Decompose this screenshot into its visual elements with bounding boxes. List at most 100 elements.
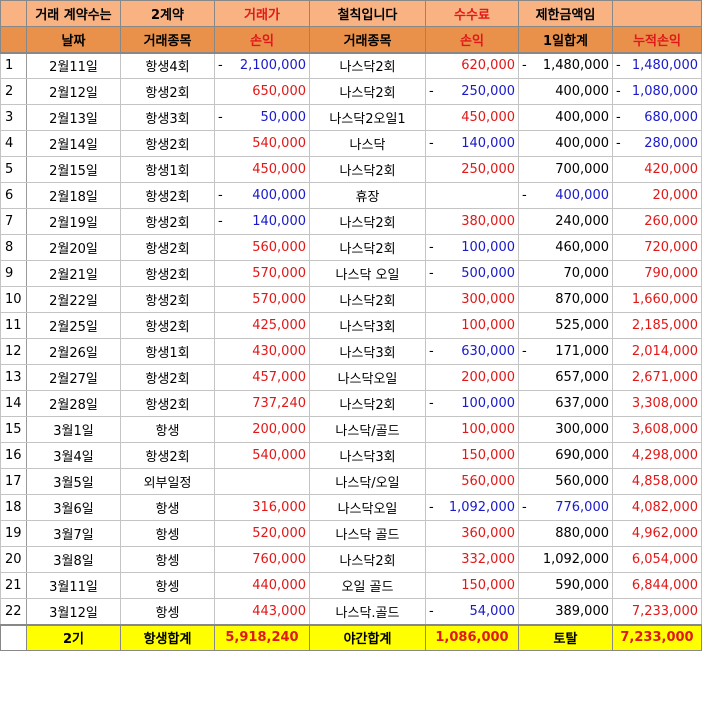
cumulative-cell[interactable]: 6,054,000 <box>612 546 702 573</box>
date-cell[interactable]: 3월6일 <box>26 494 121 521</box>
pl2-cell[interactable]: 300,000 <box>425 286 519 313</box>
daily-total-cell[interactable]: 700,000 <box>518 156 613 183</box>
date-cell[interactable]: 3월7일 <box>26 520 121 547</box>
pl2-cell[interactable]: 380,000 <box>425 208 519 235</box>
daily-total-cell[interactable]: 657,000 <box>518 364 613 391</box>
item1-cell[interactable]: 항생1회 <box>120 156 215 183</box>
date-cell[interactable]: 2월19일 <box>26 208 121 235</box>
item1-cell[interactable]: 항생2회 <box>120 390 215 417</box>
pl1-cell[interactable]: 440,000 <box>214 572 310 599</box>
header-empty[interactable] <box>612 0 702 27</box>
item1-cell[interactable]: 항셍 <box>120 546 215 573</box>
item1-cell[interactable]: 항생2회 <box>120 260 215 287</box>
date-cell[interactable]: 2월25일 <box>26 312 121 339</box>
total-grand-value[interactable]: 7,233,000 <box>612 623 702 651</box>
item1-cell[interactable]: 항생1회 <box>120 338 215 365</box>
daily-total-cell[interactable]: 880,000 <box>518 520 613 547</box>
date-cell[interactable]: 3월5일 <box>26 468 121 495</box>
item2-cell[interactable]: 오일 골드 <box>309 572 426 599</box>
item2-cell[interactable]: 나스닥2회 <box>309 208 426 235</box>
date-cell[interactable]: 2월27일 <box>26 364 121 391</box>
pl2-cell[interactable]: - 140,000 <box>425 130 519 157</box>
item1-cell[interactable]: 항생2회 <box>120 78 215 105</box>
item1-cell[interactable]: 항셍 <box>120 572 215 599</box>
cumulative-cell[interactable]: 7,233,000 <box>612 598 702 625</box>
item2-cell[interactable]: 나스닥2회 <box>309 546 426 573</box>
col-header-date[interactable]: 날짜 <box>26 26 121 54</box>
row-number-cell[interactable] <box>0 0 27 27</box>
row-number-cell[interactable]: 19 <box>0 520 27 547</box>
row-number-cell[interactable]: 4 <box>0 130 27 157</box>
pl1-cell[interactable]: 540,000 <box>214 442 310 469</box>
item1-cell[interactable]: 항셍 <box>120 598 215 625</box>
item1-cell[interactable]: 항생2회 <box>120 234 215 261</box>
row-number-cell[interactable]: 7 <box>0 208 27 235</box>
daily-total-cell[interactable]: 240,000 <box>518 208 613 235</box>
pl2-cell[interactable]: 450,000 <box>425 104 519 131</box>
daily-total-cell[interactable]: 400,000 <box>518 104 613 131</box>
row-number-cell[interactable]: 3 <box>0 104 27 131</box>
pl2-cell[interactable]: - 100,000 <box>425 390 519 417</box>
item1-cell[interactable]: 항생2회 <box>120 286 215 313</box>
date-cell[interactable]: 2월15일 <box>26 156 121 183</box>
date-cell[interactable]: 3월1일 <box>26 416 121 443</box>
row-number-cell[interactable]: 21 <box>0 572 27 599</box>
pl1-cell[interactable]: 650,000 <box>214 78 310 105</box>
pl2-cell[interactable]: 200,000 <box>425 364 519 391</box>
cumulative-cell[interactable]: 720,000 <box>612 234 702 261</box>
col-header-cumulative[interactable]: 누적손익 <box>612 26 702 54</box>
cumulative-cell[interactable]: 3,608,000 <box>612 416 702 443</box>
item1-cell[interactable]: 항생3회 <box>120 104 215 131</box>
daily-total-cell[interactable]: - 776,000 <box>518 494 613 521</box>
item1-cell[interactable]: 항생2회 <box>120 364 215 391</box>
row-number-cell[interactable]: 15 <box>0 416 27 443</box>
pl2-cell[interactable]: - 630,000 <box>425 338 519 365</box>
header-two-contracts[interactable]: 2계약 <box>120 0 215 27</box>
item1-cell[interactable]: 항셍 <box>120 520 215 547</box>
row-number-cell[interactable]: 13 <box>0 364 27 391</box>
cumulative-cell[interactable]: - 280,000 <box>612 130 702 157</box>
row-number-cell[interactable]: 18 <box>0 494 27 521</box>
item1-cell[interactable]: 항생4회 <box>120 52 215 79</box>
date-cell[interactable]: 2월13일 <box>26 104 121 131</box>
item2-cell[interactable]: 나스닥.골드 <box>309 598 426 625</box>
date-cell[interactable]: 2월11일 <box>26 52 121 79</box>
item1-cell[interactable]: 항생2회 <box>120 130 215 157</box>
item2-cell[interactable]: 나스닥/골드 <box>309 416 426 443</box>
pl2-cell[interactable]: - 250,000 <box>425 78 519 105</box>
total-label-night[interactable]: 야간합계 <box>309 623 426 651</box>
item2-cell[interactable]: 나스닥2회 <box>309 52 426 79</box>
daily-total-cell[interactable]: 1,092,000 <box>518 546 613 573</box>
row-number-cell[interactable] <box>0 623 27 651</box>
date-cell[interactable]: 3월4일 <box>26 442 121 469</box>
date-cell[interactable]: 2월20일 <box>26 234 121 261</box>
col-header-item2[interactable]: 거래종목 <box>309 26 426 54</box>
pl1-cell[interactable]: 430,000 <box>214 338 310 365</box>
pl1-cell[interactable]: 560,000 <box>214 234 310 261</box>
header-trade-price[interactable]: 거래가 <box>214 0 310 27</box>
pl1-cell[interactable]: - 140,000 <box>214 208 310 235</box>
pl1-cell[interactable]: 316,000 <box>214 494 310 521</box>
pl2-cell[interactable]: 100,000 <box>425 312 519 339</box>
item2-cell[interactable]: 나스닥2회 <box>309 234 426 261</box>
pl2-cell[interactable]: 360,000 <box>425 520 519 547</box>
row-number-cell[interactable]: 2 <box>0 78 27 105</box>
total-night-value[interactable]: 1,086,000 <box>425 623 519 651</box>
pl2-cell[interactable]: - 100,000 <box>425 234 519 261</box>
item2-cell[interactable]: 나스닥 오일 <box>309 260 426 287</box>
item2-cell[interactable]: 나스닥 골드 <box>309 520 426 547</box>
item2-cell[interactable]: 나스닥2오일1 <box>309 104 426 131</box>
pl2-cell[interactable]: 250,000 <box>425 156 519 183</box>
cumulative-cell[interactable]: 4,298,000 <box>612 442 702 469</box>
item1-cell[interactable]: 항생2회 <box>120 312 215 339</box>
pl1-cell[interactable]: 737,240 <box>214 390 310 417</box>
cumulative-cell[interactable]: 4,962,000 <box>612 520 702 547</box>
pl1-cell[interactable]: 443,000 <box>214 598 310 625</box>
pl1-cell[interactable]: -2,100,000 <box>214 52 310 79</box>
date-cell[interactable]: 2월14일 <box>26 130 121 157</box>
row-number-cell[interactable]: 17 <box>0 468 27 495</box>
row-number-cell[interactable]: 1 <box>0 52 27 79</box>
pl2-cell[interactable]: - 54,000 <box>425 598 519 625</box>
total-label-hangseng[interactable]: 항생합계 <box>120 623 215 651</box>
date-cell[interactable]: 2월12일 <box>26 78 121 105</box>
